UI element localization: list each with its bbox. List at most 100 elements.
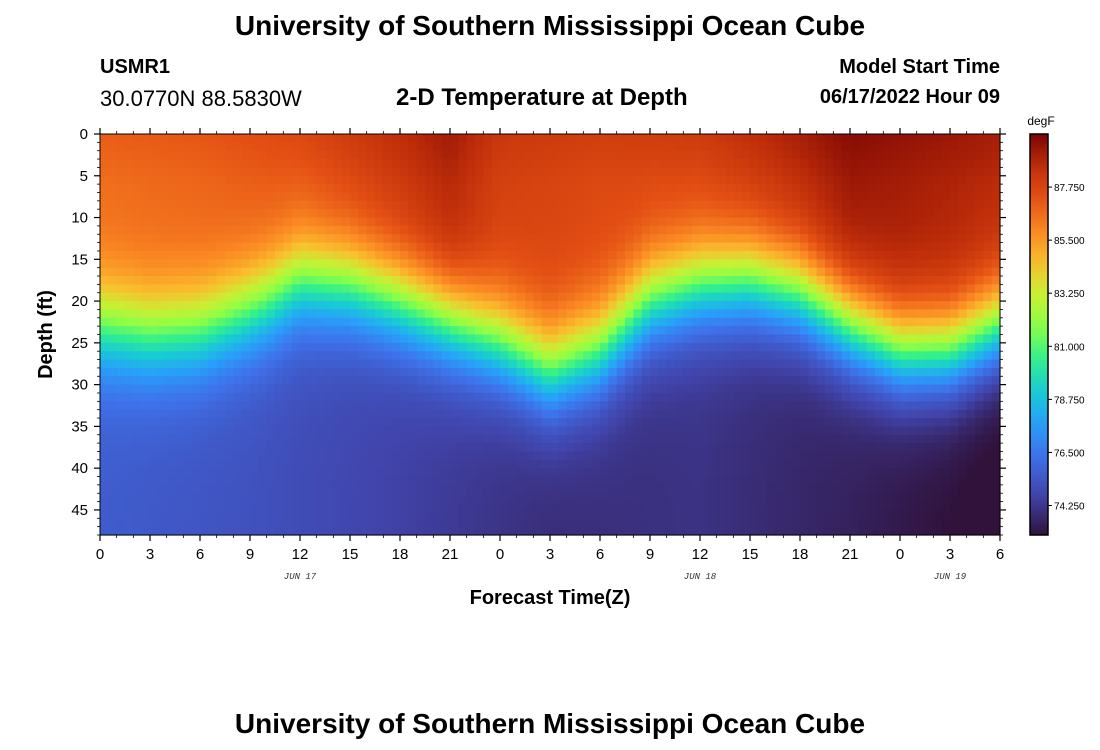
heat-cell xyxy=(600,401,609,411)
heat-cell xyxy=(758,443,768,453)
heat-cell xyxy=(983,418,993,427)
heat-cell xyxy=(308,392,318,402)
heat-cell xyxy=(275,418,284,427)
heat-cell xyxy=(158,409,168,419)
heat-cell xyxy=(908,476,918,486)
heat-cell xyxy=(291,518,301,528)
heat-cell xyxy=(275,142,284,152)
heat-cell xyxy=(508,351,518,361)
heat-cell xyxy=(100,376,109,386)
heat-cell xyxy=(400,509,409,519)
heat-cell xyxy=(458,426,468,436)
heat-cell xyxy=(666,451,676,461)
heat-cell xyxy=(358,342,368,352)
heat-cell xyxy=(800,384,809,394)
heat-cell xyxy=(283,192,293,202)
heat-cell xyxy=(441,134,451,143)
heat-cell xyxy=(341,217,351,227)
heat-cell xyxy=(166,426,176,436)
heat-cell xyxy=(191,426,201,436)
heat-cell xyxy=(433,326,443,336)
heat-cell xyxy=(766,217,776,227)
heat-cell xyxy=(775,459,784,469)
heat-cell xyxy=(416,392,426,402)
heat-cell xyxy=(725,317,734,327)
heat-cell xyxy=(783,484,793,494)
heat-cell xyxy=(508,150,518,160)
heat-cell xyxy=(400,426,409,436)
heat-cell xyxy=(466,301,476,311)
heat-cell xyxy=(166,434,176,444)
heat-cell xyxy=(600,242,609,252)
heat-cell xyxy=(108,234,118,244)
heat-cell xyxy=(808,501,818,511)
heat-cell xyxy=(158,292,168,302)
heat-cell xyxy=(683,443,693,453)
heat-cell xyxy=(683,267,693,277)
heat-cell xyxy=(991,326,1001,336)
heat-cell xyxy=(700,401,709,411)
heat-cell xyxy=(875,301,884,311)
heat-cell xyxy=(508,342,518,352)
heat-cell xyxy=(733,509,743,519)
heat-cell xyxy=(466,267,476,277)
heat-cell xyxy=(891,317,901,327)
heat-cell xyxy=(500,250,509,260)
heat-cell xyxy=(841,242,851,252)
heat-cell xyxy=(891,225,901,235)
heat-cell xyxy=(133,509,143,519)
heat-cell xyxy=(941,200,951,210)
heat-cell xyxy=(291,184,301,194)
heat-cell xyxy=(483,192,493,202)
heat-cell xyxy=(483,200,493,210)
heat-cell xyxy=(600,434,609,444)
heat-cell xyxy=(541,142,551,152)
heat-cell xyxy=(433,250,443,260)
heat-cell xyxy=(483,359,493,369)
heat-cell xyxy=(175,267,184,277)
heat-cell xyxy=(166,468,176,478)
heat-cell xyxy=(850,367,859,377)
heat-cell xyxy=(408,476,418,486)
heat-cell xyxy=(258,451,268,461)
heat-cell xyxy=(708,401,718,411)
heat-cell xyxy=(725,459,734,469)
heat-cell xyxy=(625,317,634,327)
heat-cell xyxy=(558,192,568,202)
heat-cell xyxy=(700,359,709,369)
heat-cell xyxy=(450,484,459,494)
heat-cell xyxy=(433,451,443,461)
heat-cell xyxy=(725,175,734,185)
heat-cell xyxy=(766,150,776,160)
heat-cell xyxy=(900,326,909,336)
heat-cell xyxy=(433,392,443,402)
heat-cell xyxy=(941,209,951,219)
heat-cell xyxy=(808,200,818,210)
heat-cell xyxy=(158,401,168,411)
heat-cell xyxy=(200,493,209,503)
heat-cell xyxy=(791,192,801,202)
heat-cell xyxy=(816,384,826,394)
heat-cell xyxy=(900,134,909,143)
heat-cell xyxy=(316,150,326,160)
heat-cell xyxy=(891,501,901,511)
heat-cell xyxy=(491,167,501,177)
heat-cell xyxy=(383,209,393,219)
heat-cell xyxy=(383,134,393,143)
heat-cell xyxy=(566,175,576,185)
heat-cell xyxy=(800,367,809,377)
heat-cell xyxy=(858,451,868,461)
heat-cell xyxy=(375,175,384,185)
heat-cell xyxy=(783,418,793,427)
heat-cell xyxy=(383,384,393,394)
heat-cell xyxy=(283,334,293,344)
heat-cell xyxy=(783,426,793,436)
heat-cell xyxy=(858,159,868,169)
heat-cell xyxy=(525,418,534,427)
heat-cell xyxy=(825,384,834,394)
heat-cell xyxy=(800,443,809,453)
heat-cell xyxy=(258,309,268,319)
heat-cell xyxy=(375,184,384,194)
heat-cell xyxy=(683,209,693,219)
heat-cell xyxy=(741,217,751,227)
